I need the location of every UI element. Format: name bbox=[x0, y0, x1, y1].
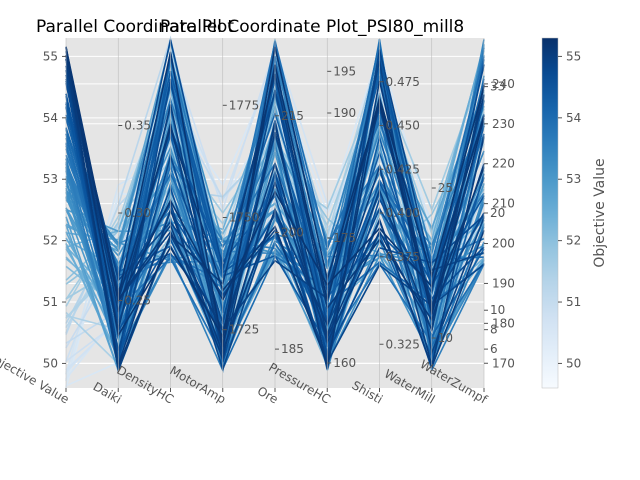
inline-tick-label-8-1: 8 bbox=[490, 323, 498, 337]
inline-tick-label-3-0: 1725 bbox=[229, 323, 260, 337]
inline-tick-label-6-3: 0.425 bbox=[386, 162, 420, 176]
inline-tick-label-7-0: 10 bbox=[438, 331, 453, 345]
inline-tick-label-5-0: 160 bbox=[333, 356, 356, 370]
chart-subtitle: Parallel Coordinate Plot_PSI80_mill8 bbox=[160, 17, 464, 37]
axis-inline-ticks: 0.25 0.30 0.35 1725 1750 1775 185 200 215 160 175 1… bbox=[118, 64, 505, 370]
inline-tick-label-8-0: 6 bbox=[490, 342, 498, 356]
right-tick-label-6: 230 bbox=[492, 117, 515, 131]
left-tick-label-5: 55 bbox=[43, 49, 58, 63]
right-axis-ticks: 170 180 190 200 210 220 230 240 bbox=[484, 77, 515, 370]
right-tick-label-5: 220 bbox=[492, 157, 515, 171]
colorbar-label: Objective Value bbox=[592, 158, 608, 267]
inline-tick-label-1-1: 0.30 bbox=[124, 206, 151, 220]
inline-tick-label-3-1: 1750 bbox=[229, 210, 260, 224]
colorbar-tick-label-4: 54 bbox=[566, 111, 581, 125]
inline-tick-label-6-5: 0.475 bbox=[386, 75, 420, 89]
right-tick-label-1: 180 bbox=[492, 316, 515, 330]
left-tick-label-2: 52 bbox=[43, 234, 58, 248]
inline-tick-label-7-1: 25 bbox=[438, 181, 453, 195]
left-tick-label-1: 51 bbox=[43, 295, 58, 309]
inline-tick-label-6-1: 0.375 bbox=[386, 250, 420, 264]
inline-tick-label-6-4: 0.450 bbox=[386, 119, 420, 133]
inline-tick-label-6-2: 0.400 bbox=[386, 206, 420, 220]
inline-tick-label-8-2: 10 bbox=[490, 303, 505, 317]
left-tick-label-3: 53 bbox=[43, 172, 58, 186]
inline-tick-label-6-0: 0.325 bbox=[386, 337, 420, 351]
inline-tick-label-4-2: 215 bbox=[281, 109, 304, 123]
colorbar-tick-label-3: 53 bbox=[566, 172, 581, 186]
colorbar-tick-label-2: 52 bbox=[566, 234, 581, 248]
colorbar-gradient bbox=[541, 37, 559, 389]
right-tick-label-2: 190 bbox=[492, 276, 515, 290]
inline-tick-label-4-0: 185 bbox=[281, 342, 304, 356]
inline-tick-label-5-1: 175 bbox=[333, 231, 356, 245]
right-tick-label-3: 200 bbox=[492, 237, 515, 251]
inline-tick-label-4-1: 200 bbox=[281, 225, 304, 239]
chart-title: Parallel Coordinate Plot bbox=[36, 17, 234, 37]
vertical-axes bbox=[65, 38, 485, 388]
inline-tick-label-3-2: 1775 bbox=[229, 98, 260, 112]
inline-tick-label-5-2: 190 bbox=[333, 106, 356, 120]
inline-tick-label-1-2: 0.35 bbox=[124, 119, 151, 133]
colorbar-tick-label-5: 55 bbox=[566, 49, 581, 63]
left-tick-label-0: 50 bbox=[43, 356, 58, 370]
colorbar-tick-label-1: 51 bbox=[566, 295, 581, 309]
inline-tick-label-1-0: 0.25 bbox=[124, 294, 151, 308]
left-tick-label-4: 54 bbox=[43, 111, 58, 125]
inline-tick-label-8-3: 20 bbox=[490, 206, 505, 220]
right-tick-label-4: 210 bbox=[492, 197, 515, 211]
inline-tick-label-5-3: 195 bbox=[333, 64, 356, 78]
colorbar-tick-label-0: 50 bbox=[566, 356, 581, 370]
left-axis-ticks: 50 51 52 53 54 55 bbox=[43, 49, 66, 370]
right-tick-label-7: 240 bbox=[492, 77, 515, 91]
inline-tick-label-8-4: 33 bbox=[490, 80, 505, 94]
colorbar: 50 51 52 53 54 55 Objective Value bbox=[541, 37, 608, 389]
right-tick-label-0: 170 bbox=[492, 356, 515, 370]
axis-name-0: Objective Value bbox=[0, 348, 72, 407]
